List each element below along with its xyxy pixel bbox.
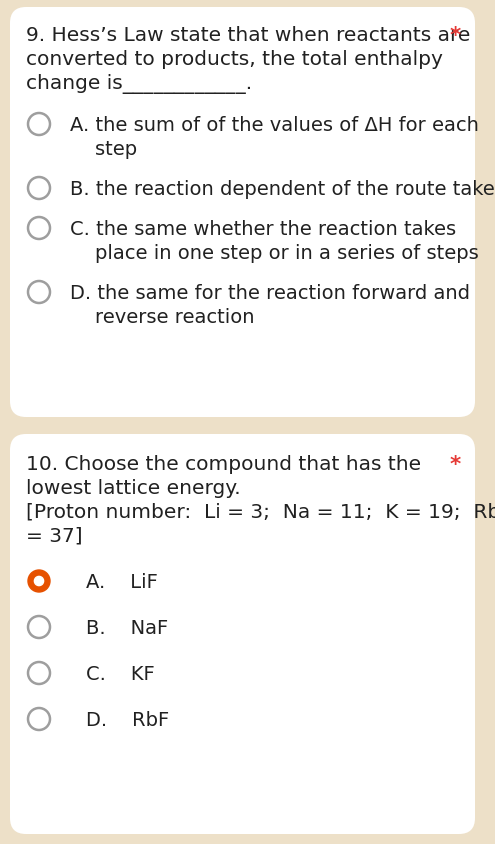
Circle shape [34, 576, 44, 586]
Circle shape [28, 571, 50, 592]
Text: C.    KF: C. KF [86, 664, 155, 683]
Text: 10. Choose the compound that has the: 10. Choose the compound that has the [26, 454, 421, 473]
Text: place in one step or in a series of steps: place in one step or in a series of step… [70, 244, 479, 262]
FancyBboxPatch shape [10, 435, 475, 834]
Text: step: step [70, 140, 137, 159]
Text: D.    RbF: D. RbF [86, 710, 169, 729]
Text: A.    LiF: A. LiF [86, 572, 158, 592]
Text: change is____________.: change is____________. [26, 74, 252, 94]
Text: *: * [450, 454, 461, 474]
Text: converted to products, the total enthalpy: converted to products, the total enthalp… [26, 50, 443, 69]
Text: [Proton number:  Li = 3;  Na = 11;  K = 19;  Rb: [Proton number: Li = 3; Na = 11; K = 19;… [26, 502, 495, 522]
Text: C. the same whether the reaction takes: C. the same whether the reaction takes [70, 219, 456, 239]
Text: B. the reaction dependent of the route taken: B. the reaction dependent of the route t… [70, 180, 495, 199]
Text: A. the sum of of the values of ΔH for each: A. the sum of of the values of ΔH for ea… [70, 116, 479, 135]
Text: = 37]: = 37] [26, 527, 83, 545]
Text: B.    NaF: B. NaF [86, 619, 168, 637]
Text: *: * [450, 26, 461, 46]
Text: D. the same for the reaction forward and: D. the same for the reaction forward and [70, 284, 470, 303]
Text: lowest lattice energy.: lowest lattice energy. [26, 479, 241, 497]
Text: reverse reaction: reverse reaction [70, 307, 254, 327]
Text: 9. Hess’s Law state that when reactants are: 9. Hess’s Law state that when reactants … [26, 26, 470, 45]
FancyBboxPatch shape [10, 8, 475, 418]
